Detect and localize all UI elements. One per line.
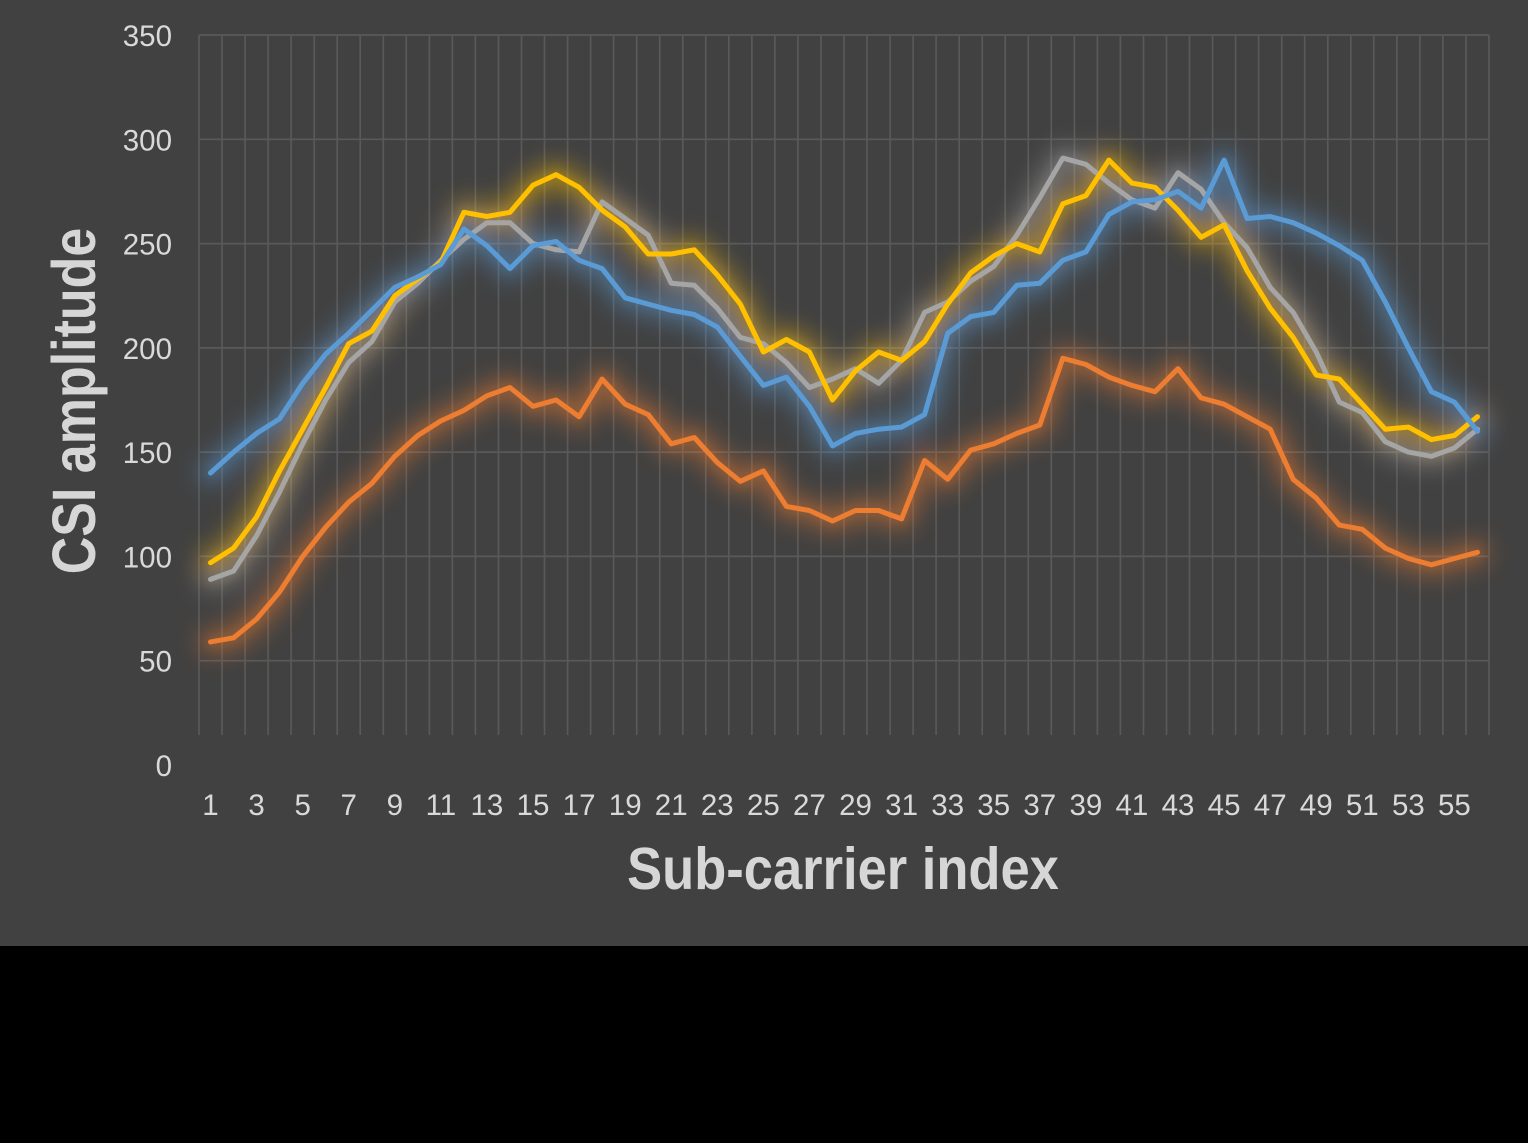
svg-text:7: 7 [340,789,356,822]
svg-text:11: 11 [426,789,457,822]
svg-text:200: 200 [123,333,172,366]
svg-text:53: 53 [1392,789,1425,822]
svg-text:250: 250 [123,229,172,262]
svg-text:25: 25 [747,789,780,822]
svg-text:Sub-carrier index: Sub-carrier index [627,835,1059,902]
svg-text:49: 49 [1300,789,1333,822]
svg-text:19: 19 [609,789,642,822]
svg-text:300: 300 [123,124,172,157]
svg-text:15: 15 [517,789,550,822]
svg-text:CSI amplitude: CSI amplitude [41,228,109,575]
svg-text:3: 3 [248,789,264,822]
svg-text:17: 17 [563,789,596,822]
svg-text:55: 55 [1438,789,1471,822]
svg-text:45: 45 [1208,789,1241,822]
svg-text:150: 150 [123,437,172,470]
svg-text:5: 5 [294,789,310,822]
svg-text:13: 13 [470,789,503,822]
svg-text:27: 27 [793,789,826,822]
svg-text:1: 1 [202,789,218,822]
svg-text:100: 100 [123,541,172,574]
svg-text:50: 50 [139,646,172,679]
svg-text:37: 37 [1023,789,1056,822]
svg-text:21: 21 [655,789,688,822]
svg-text:39: 39 [1069,789,1102,822]
svg-text:47: 47 [1254,789,1287,822]
svg-text:33: 33 [931,789,964,822]
svg-text:29: 29 [839,789,872,822]
svg-text:350: 350 [123,20,172,53]
svg-text:9: 9 [387,789,403,822]
svg-text:41: 41 [1115,789,1148,822]
svg-text:43: 43 [1162,789,1195,822]
svg-text:23: 23 [701,789,734,822]
svg-text:35: 35 [977,789,1010,822]
svg-text:31: 31 [885,789,918,822]
svg-text:51: 51 [1346,789,1379,822]
svg-text:0: 0 [156,750,172,783]
